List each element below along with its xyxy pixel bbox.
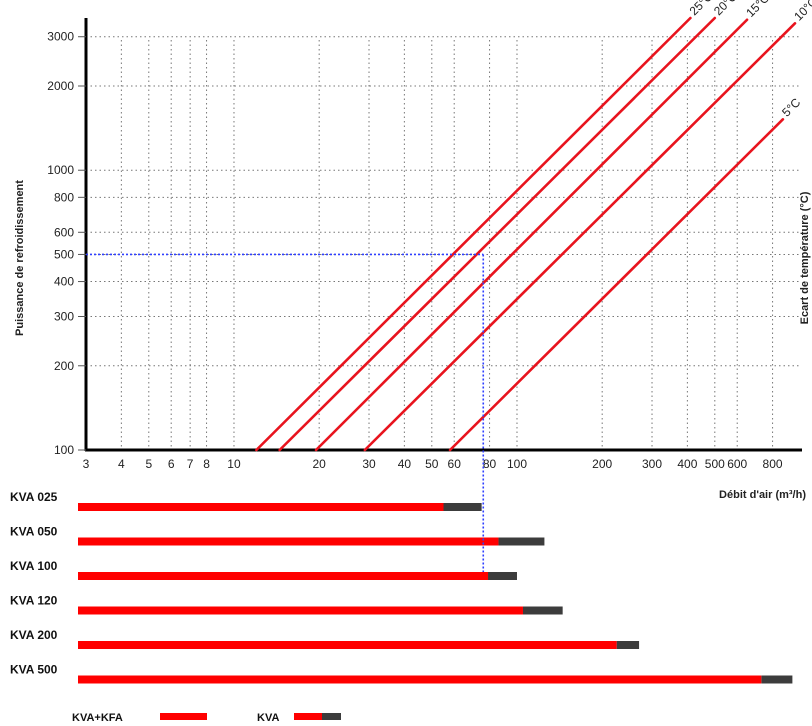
reading-example-lines (86, 253, 485, 572)
bar-label-kva-100: KVA 100 (10, 559, 58, 573)
x-tick-label: 7 (187, 457, 194, 471)
y-tick-label: 600 (54, 225, 74, 239)
bar-kva-extra-kva-025 (443, 503, 482, 511)
x-tick-label: 20 (312, 457, 326, 471)
x-tick-label: 30 (362, 457, 376, 471)
x-tick-label: 3 (83, 457, 90, 471)
legend: KVA+KFA KVA (72, 712, 341, 724)
x-tick-label: 800 (763, 457, 783, 471)
grid (86, 36, 800, 450)
model-bars (78, 503, 793, 684)
y-tick-label: 200 (54, 359, 74, 373)
x-tick-label: 600 (727, 457, 747, 471)
curve-label-20c: 20°C (711, 0, 740, 18)
x-tick-label: 80 (483, 457, 497, 471)
curve-label-15c: 15°C (743, 0, 772, 20)
y-tick-label: 100 (54, 443, 74, 457)
bar-kva-kfa-kva-050 (78, 537, 499, 546)
curve-25c (255, 16, 692, 452)
curve-10c (363, 22, 797, 452)
x-tick-labels: 3 4 5 6 7 8 10 20 30 40 50 60 80 100 200 300 400 500 600 80… (83, 457, 783, 471)
y-tick-label: 1000 (47, 163, 74, 177)
x-tick-label: 10 (227, 457, 241, 471)
temperature-curve-labels: 25°C20°C 15°C 10°C5°C (687, 0, 812, 119)
bar-kva-kfa-kva-120 (78, 606, 523, 615)
curve-label-10c: 10°C (791, 0, 812, 23)
x-tick-label: 40 (398, 457, 412, 471)
y-tick-label: 2000 (47, 79, 74, 93)
bar-kva-kfa-kva-500 (78, 675, 762, 684)
x-tick-label: 500 (705, 457, 725, 471)
x-axis-title: Débit d'air (m³/h) (719, 489, 806, 501)
bar-label-kva-050: KVA 050 (10, 525, 58, 539)
bar-label-kva-500: KVA 500 (10, 663, 58, 677)
bar-kva-kfa-kva-200 (78, 641, 617, 649)
bar-kva-kfa-kva-025 (78, 503, 444, 511)
x-tick-label: 60 (448, 457, 462, 471)
curve-label-5c: 5°C (779, 95, 803, 119)
x-tick-label: 6 (168, 457, 175, 471)
legend-label-kva-kfa: KVA+KFA (72, 712, 123, 724)
y-axis-title: Puissance de refroidissement (14, 180, 26, 336)
x-tick-label: 50 (425, 457, 439, 471)
curve-20c (278, 16, 717, 452)
y2-axis-title: Ecart de température (°C) (799, 191, 811, 324)
x-tick-label: 200 (592, 457, 612, 471)
y-tick-label: 400 (54, 275, 74, 289)
y-tick-label: 800 (54, 190, 74, 204)
legend-swatch-kva-kfa (160, 713, 207, 720)
legend-swatch-extra-kva (322, 713, 341, 720)
bar-label-kva-120: KVA 120 (10, 594, 58, 608)
legend-swatch-kva (294, 713, 322, 720)
axes (84, 18, 802, 452)
bar-label-kva-200: KVA 200 (10, 628, 58, 642)
x-tick-label: 5 (145, 457, 152, 471)
bar-kva-extra-kva-100 (488, 572, 517, 580)
bar-kva-extra-kva-500 (761, 675, 793, 684)
curve-5c (448, 118, 785, 452)
x-tick-label: 8 (203, 457, 210, 471)
bar-kva-extra-kva-120 (522, 606, 563, 615)
y-tick-label: 3000 (47, 30, 74, 44)
y-tick-label: 300 (54, 310, 74, 324)
x-tick-label: 300 (642, 457, 662, 471)
curve-15c (314, 18, 749, 452)
legend-label-kva: KVA (257, 712, 279, 724)
x-tick-label: 100 (507, 457, 527, 471)
x-tick-label: 4 (118, 457, 125, 471)
temperature-curves (255, 16, 797, 452)
bar-kva-extra-kva-200 (616, 641, 640, 649)
bar-kva-extra-kva-050 (498, 537, 545, 546)
model-bar-labels: KVA 025 KVA 050 KVA 100 KVA 120 KVA 200 KVA 5… (10, 490, 58, 677)
y-tick-labels: 100 200 300 400 500 600 800 1000 2000 3000 (47, 30, 86, 457)
x-tick-label: 400 (677, 457, 697, 471)
bar-kva-kfa-kva-100 (78, 572, 489, 580)
y-tick-label: 500 (54, 247, 74, 261)
bar-label-kva-025: KVA 025 (10, 490, 58, 504)
